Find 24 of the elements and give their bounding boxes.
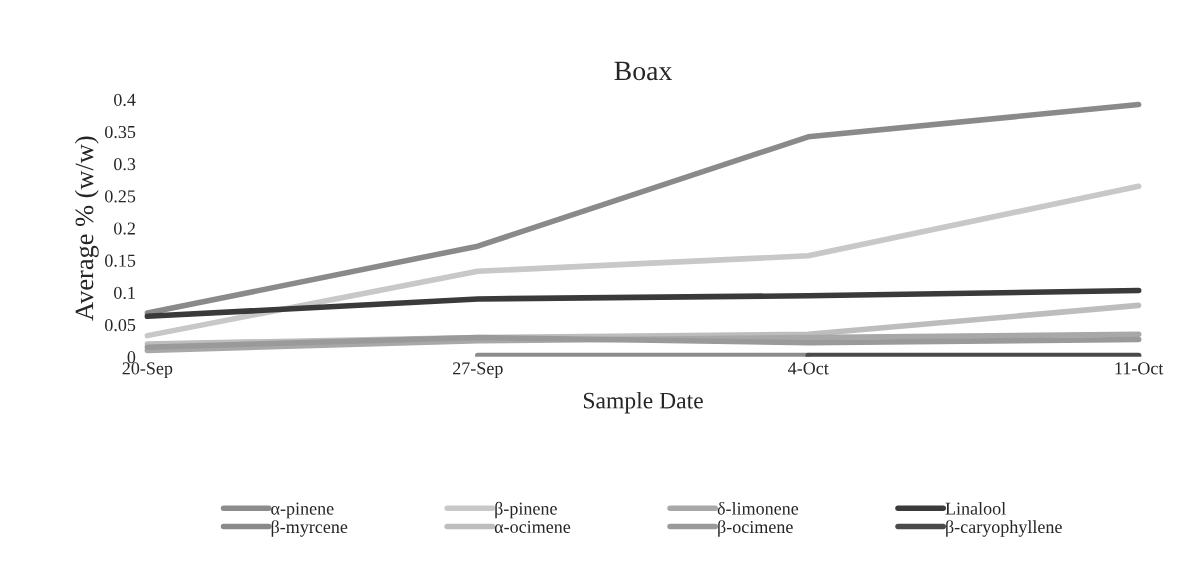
x-axis-title: Sample Date xyxy=(583,391,703,414)
legend-label: β-caryophyllene xyxy=(946,520,1062,537)
y-tick-label: 0.35 xyxy=(105,125,136,139)
legend-label: β-pinene xyxy=(495,501,557,519)
x-tick-label: 27-Sep xyxy=(453,362,503,379)
y-tick-label: 0.2 xyxy=(114,222,135,235)
legend-label: β-ocimene xyxy=(718,520,793,537)
y-tick-label: 0.3 xyxy=(114,158,136,171)
legend-label: δ-limonene xyxy=(717,501,799,515)
y-tick-label: 0.1 xyxy=(114,286,135,300)
y-tick-label: 0.25 xyxy=(105,190,136,203)
x-tick-label: 20-Sep xyxy=(122,362,173,379)
y-tick-label: 0 xyxy=(127,351,136,364)
legend-label: α-ocimene xyxy=(494,520,571,533)
x-tick-label: 11-Oct xyxy=(1115,362,1164,375)
chart-title: Boax xyxy=(614,61,672,81)
legend-label: Linalool xyxy=(945,501,1006,515)
y-tick-label: 0.15 xyxy=(105,254,136,267)
legend-label: β-myrcene xyxy=(271,520,348,537)
y-axis-title: Average % (w/w) xyxy=(74,136,99,321)
y-tick-label: 0.05 xyxy=(105,318,136,332)
x-tick-label: 4-Oct xyxy=(788,362,829,375)
y-tick-label: 0.4 xyxy=(114,93,136,106)
legend-label: α-pinene xyxy=(271,502,334,519)
